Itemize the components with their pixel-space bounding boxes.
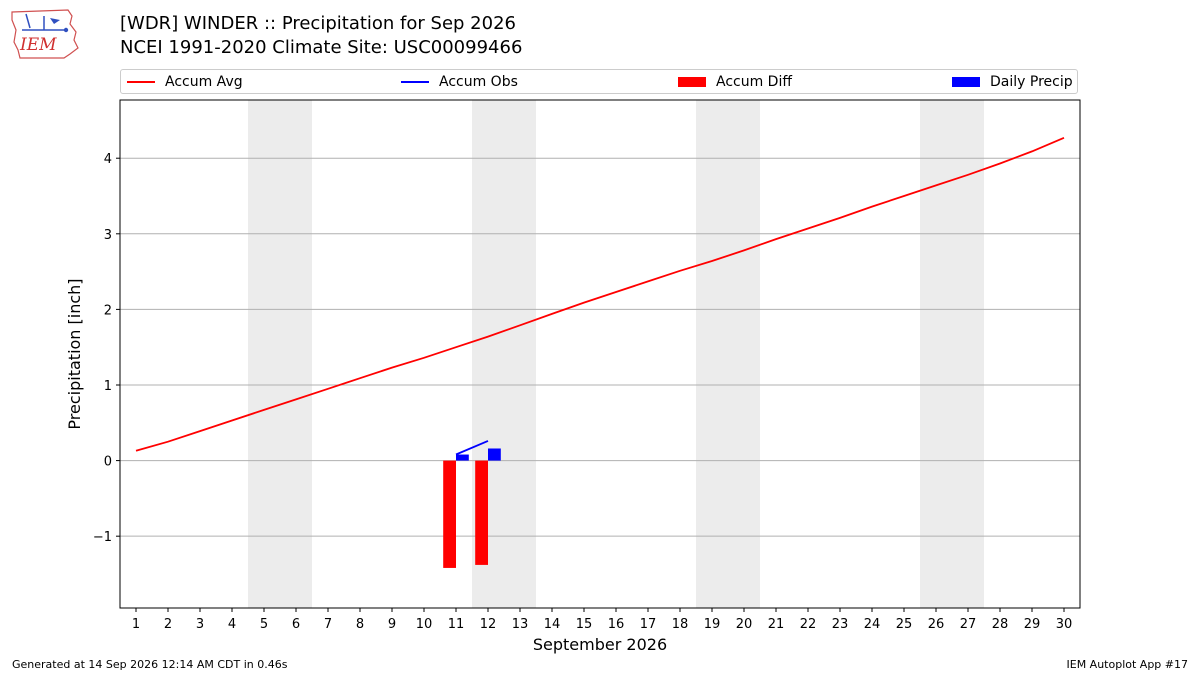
legend-label-accum-diff: Accum Diff — [716, 74, 793, 90]
x-tick-label: 30 — [1056, 617, 1073, 632]
legend-swatch-accum-obs — [401, 81, 429, 83]
x-tick-label: 9 — [388, 617, 396, 632]
plot-frame — [119, 99, 1081, 609]
x-tick-label: 15 — [576, 617, 593, 632]
legend-swatch-accum-diff — [678, 77, 706, 87]
accum-avg-line — [135, 136, 1065, 452]
x-tick-label: 5 — [260, 617, 268, 632]
x-tick-label: 13 — [512, 617, 529, 632]
legend-label-accum-avg: Accum Avg — [165, 74, 243, 90]
x-tick-label: 19 — [704, 617, 721, 632]
y-tick-label: 0 — [104, 455, 112, 470]
x-tick-label: 25 — [896, 617, 913, 632]
legend-item-accum-diff: Accum Diff — [678, 73, 792, 91]
logo-text: IEM — [19, 35, 57, 55]
app-credit: IEM Autoplot App #17 — [1066, 658, 1189, 671]
x-tick-label: 12 — [480, 617, 497, 632]
weekend-band-0 — [248, 100, 312, 608]
x-tick-label: 1 — [132, 617, 140, 632]
x-tick-label: 21 — [768, 617, 785, 632]
x-tick-label: 10 — [416, 617, 433, 632]
x-tick-label: 29 — [1024, 617, 1041, 632]
x-tick-label: 14 — [544, 617, 561, 632]
x-tick-label: 2 — [164, 617, 172, 632]
legend-item-accum-avg: Accum Avg — [127, 73, 243, 91]
y-tick-label: −1 — [93, 530, 112, 545]
legend-item-daily-precip: Daily Precip — [952, 73, 1073, 91]
x-tick-label: 28 — [992, 617, 1009, 632]
y-tick-label: 2 — [104, 303, 112, 318]
y-tick-label: 3 — [104, 228, 112, 243]
x-axis-label: September 2026 — [533, 635, 667, 654]
x-tick-label: 22 — [800, 617, 817, 632]
chart-subtitle: NCEI 1991-2020 Climate Site: USC00099466 — [120, 37, 523, 58]
legend: Accum Avg Accum Obs Accum Diff Daily Pre… — [120, 69, 1078, 94]
daily-precip-bar — [488, 448, 501, 461]
legend-label-daily-precip: Daily Precip — [990, 74, 1073, 90]
y-tick-label: 4 — [104, 152, 112, 167]
x-tick-label: 6 — [292, 617, 300, 632]
x-tick-label: 4 — [228, 617, 236, 632]
legend-swatch-daily-precip — [952, 77, 980, 87]
accum-diff-bar — [475, 460, 488, 565]
x-tick-label: 20 — [736, 617, 753, 632]
daily-precip-bar — [456, 454, 469, 461]
accum-obs-line — [455, 440, 489, 456]
chart-title: [WDR] WINDER :: Precipitation for Sep 20… — [120, 13, 516, 34]
x-tick-label: 7 — [324, 617, 332, 632]
x-tick-label: 17 — [640, 617, 657, 632]
iem-logo: IEM — [11, 9, 79, 59]
generated-timestamp: Generated at 14 Sep 2026 12:14 AM CDT in… — [12, 658, 288, 671]
x-tick-label: 8 — [356, 617, 364, 632]
y-tick-label: 1 — [104, 379, 112, 394]
x-tick-label: 18 — [672, 617, 689, 632]
legend-item-accum-obs: Accum Obs — [401, 73, 518, 91]
x-tick-label: 16 — [608, 617, 625, 632]
x-tick-label: 27 — [960, 617, 977, 632]
x-tick-label: 24 — [864, 617, 881, 632]
legend-swatch-accum-avg — [127, 81, 155, 83]
weekend-band-3 — [920, 100, 984, 608]
accum-diff-bar — [443, 460, 456, 568]
x-tick-label: 3 — [196, 617, 204, 632]
x-tick-label: 26 — [928, 617, 945, 632]
y-axis-label: Precipitation [inch] — [65, 278, 84, 429]
legend-label-accum-obs: Accum Obs — [439, 74, 518, 90]
weekend-band-2 — [696, 100, 760, 608]
x-tick-label: 23 — [832, 617, 849, 632]
x-tick-label: 11 — [448, 617, 465, 632]
